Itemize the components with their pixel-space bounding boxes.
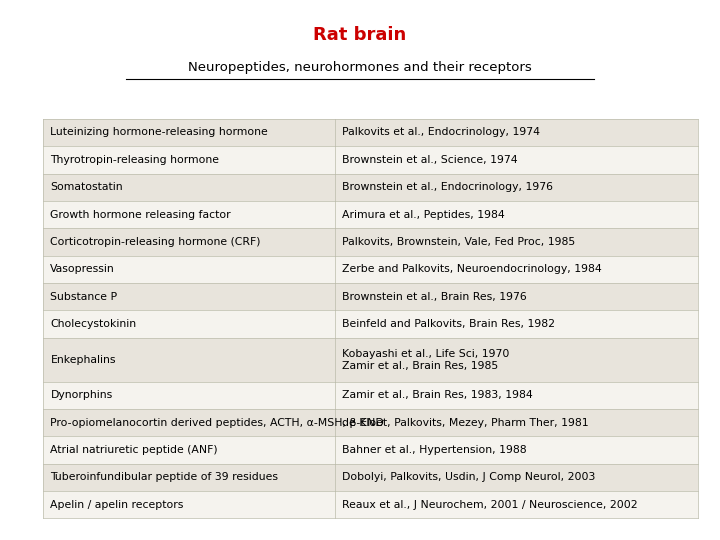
Text: Kobayashi et al., Life Sci, 1970: Kobayashi et al., Life Sci, 1970	[342, 348, 509, 359]
Text: Rat brain: Rat brain	[313, 26, 407, 44]
Text: Brownstein et al., Endocrinology, 1976: Brownstein et al., Endocrinology, 1976	[342, 182, 553, 192]
Text: Thyrotropin-releasing hormone: Thyrotropin-releasing hormone	[50, 155, 220, 165]
Text: Brownstein et al., Science, 1974: Brownstein et al., Science, 1974	[342, 155, 518, 165]
Text: Substance P: Substance P	[50, 292, 117, 302]
Text: Brownstein et al., Brain Res, 1976: Brownstein et al., Brain Res, 1976	[342, 292, 527, 302]
Text: Bahner et al., Hypertension, 1988: Bahner et al., Hypertension, 1988	[342, 445, 526, 455]
Text: Reaux et al., J Neurochem, 2001 / Neuroscience, 2002: Reaux et al., J Neurochem, 2001 / Neuros…	[342, 500, 638, 510]
Text: Dynorphins: Dynorphins	[50, 390, 112, 400]
Text: Enkephalins: Enkephalins	[50, 355, 116, 365]
Text: Pro-opiomelanocortin derived peptides, ACTH, α-MSH, β-END: Pro-opiomelanocortin derived peptides, A…	[50, 417, 384, 428]
Text: Beinfeld and Palkovits, Brain Res, 1982: Beinfeld and Palkovits, Brain Res, 1982	[342, 319, 555, 329]
Text: Arimura et al., Peptides, 1984: Arimura et al., Peptides, 1984	[342, 210, 505, 220]
Text: Cholecystokinin: Cholecystokinin	[50, 319, 137, 329]
Text: Somatostatin: Somatostatin	[50, 182, 123, 192]
Text: Neuropeptides, neurohormones and their receptors: Neuropeptides, neurohormones and their r…	[188, 61, 532, 74]
Text: Zerbe and Palkovits, Neuroendocrinology, 1984: Zerbe and Palkovits, Neuroendocrinology,…	[342, 265, 602, 274]
Text: Zamir et al., Brain Res, 1985: Zamir et al., Brain Res, 1985	[342, 361, 498, 371]
Text: Dobolyi, Palkovits, Usdin, J Comp Neurol, 2003: Dobolyi, Palkovits, Usdin, J Comp Neurol…	[342, 472, 595, 482]
Text: Vasopressin: Vasopressin	[50, 265, 115, 274]
Text: Palkovits et al., Endocrinology, 1974: Palkovits et al., Endocrinology, 1974	[342, 127, 540, 138]
Text: Growth hormone releasing factor: Growth hormone releasing factor	[50, 210, 231, 220]
Text: de Kloet, Palkovits, Mezey, Pharm Ther, 1981: de Kloet, Palkovits, Mezey, Pharm Ther, …	[342, 417, 589, 428]
Text: Palkovits, Brownstein, Vale, Fed Proc, 1985: Palkovits, Brownstein, Vale, Fed Proc, 1…	[342, 237, 575, 247]
Text: Zamir et al., Brain Res, 1983, 1984: Zamir et al., Brain Res, 1983, 1984	[342, 390, 533, 400]
Text: Atrial natriuretic peptide (ANF): Atrial natriuretic peptide (ANF)	[50, 445, 218, 455]
Text: Luteinizing hormone-releasing hormone: Luteinizing hormone-releasing hormone	[50, 127, 268, 138]
Text: Corticotropin-releasing hormone (CRF): Corticotropin-releasing hormone (CRF)	[50, 237, 261, 247]
Text: Apelin / apelin receptors: Apelin / apelin receptors	[50, 500, 184, 510]
Text: Tuberoinfundibular peptide of 39 residues: Tuberoinfundibular peptide of 39 residue…	[50, 472, 279, 482]
